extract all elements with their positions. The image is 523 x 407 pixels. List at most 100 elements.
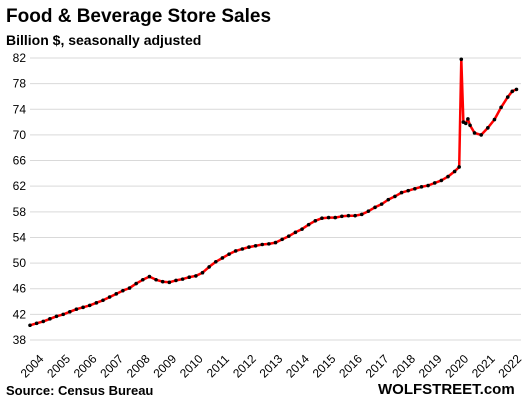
data-point bbox=[333, 215, 338, 220]
data-point bbox=[147, 274, 152, 279]
data-point bbox=[466, 117, 470, 121]
data-point bbox=[486, 126, 490, 130]
y-tick-label: 82 bbox=[13, 51, 27, 65]
x-tick-label: 2004 bbox=[18, 352, 47, 381]
data-point bbox=[94, 301, 99, 305]
data-point bbox=[300, 227, 304, 231]
x-tick-label: 2013 bbox=[257, 352, 286, 381]
data-point bbox=[140, 277, 145, 282]
data-point bbox=[160, 279, 165, 284]
data-point bbox=[366, 209, 371, 213]
x-tick-label: 2017 bbox=[363, 352, 392, 381]
data-point bbox=[439, 178, 444, 183]
x-tick-label: 2008 bbox=[124, 352, 153, 381]
data-point bbox=[505, 95, 510, 99]
data-point bbox=[373, 205, 377, 210]
data-point bbox=[406, 188, 411, 193]
data-point bbox=[452, 169, 457, 174]
data-point bbox=[426, 183, 430, 188]
y-tick-label: 66 bbox=[13, 154, 27, 168]
data-point bbox=[353, 213, 357, 218]
y-tick-label: 38 bbox=[13, 333, 27, 347]
y-tick-label: 50 bbox=[13, 256, 27, 270]
data-point bbox=[200, 270, 205, 275]
gridlines bbox=[30, 57, 521, 341]
series-line bbox=[29, 58, 518, 327]
y-tick-label: 62 bbox=[13, 179, 27, 193]
data-point bbox=[514, 87, 519, 92]
data-point bbox=[320, 216, 324, 221]
data-point bbox=[227, 252, 231, 256]
data-point bbox=[280, 237, 284, 242]
data-point bbox=[233, 249, 238, 253]
data-point bbox=[187, 275, 192, 279]
data-point bbox=[457, 165, 461, 169]
data-point bbox=[479, 133, 483, 137]
data-point bbox=[180, 277, 185, 281]
data-point bbox=[260, 242, 265, 247]
x-tick-label: 2009 bbox=[150, 352, 179, 381]
data-point bbox=[492, 117, 497, 122]
data-point bbox=[346, 213, 351, 218]
y-tick-label: 54 bbox=[13, 230, 27, 244]
x-tick-label: 2022 bbox=[495, 352, 523, 381]
x-tick-label: 2006 bbox=[71, 352, 100, 381]
data-point bbox=[313, 218, 318, 223]
y-tick-label: 46 bbox=[13, 282, 27, 296]
data-point bbox=[499, 105, 503, 110]
x-tick-label: 2015 bbox=[310, 352, 339, 381]
data-point bbox=[386, 197, 391, 202]
data-point bbox=[393, 194, 397, 199]
y-tick-label: 70 bbox=[13, 128, 27, 142]
x-tick-label: 2011 bbox=[204, 352, 232, 380]
data-point bbox=[134, 281, 138, 286]
data-point bbox=[267, 242, 271, 246]
chart-subtitle: Billion $, seasonally adjusted bbox=[6, 32, 202, 48]
data-point bbox=[510, 89, 515, 94]
x-tick-label: 2020 bbox=[442, 352, 471, 381]
x-tick-label: 2014 bbox=[283, 352, 312, 381]
data-point bbox=[220, 256, 225, 260]
x-tick-label: 2007 bbox=[97, 352, 126, 381]
data-point bbox=[326, 215, 331, 220]
x-axis-ticks: 2004200520062007200820092010201120122013… bbox=[18, 352, 523, 381]
data-point bbox=[459, 57, 464, 62]
data-point bbox=[432, 181, 437, 185]
data-point bbox=[48, 317, 52, 321]
data-point bbox=[213, 260, 218, 264]
x-tick-label: 2016 bbox=[336, 352, 365, 381]
data-point bbox=[306, 222, 311, 227]
data-point bbox=[121, 288, 125, 293]
x-tick-label: 2019 bbox=[416, 352, 445, 381]
data-point bbox=[174, 278, 178, 283]
data-point bbox=[247, 245, 251, 249]
data-point bbox=[253, 243, 258, 248]
data-point bbox=[41, 319, 46, 324]
data-point bbox=[127, 286, 132, 290]
data-point bbox=[61, 312, 65, 317]
y-tick-label: 74 bbox=[13, 102, 27, 116]
data-point bbox=[114, 292, 119, 296]
data-point bbox=[463, 121, 468, 126]
data-point bbox=[74, 307, 79, 312]
x-tick-label: 2018 bbox=[389, 352, 418, 381]
data-point bbox=[167, 280, 172, 285]
data-point bbox=[154, 277, 158, 282]
data-series bbox=[28, 57, 519, 328]
data-point bbox=[468, 123, 472, 128]
x-tick-label: 2012 bbox=[230, 352, 259, 381]
data-point bbox=[293, 230, 298, 235]
data-point bbox=[34, 321, 39, 326]
x-tick-label: 2010 bbox=[177, 352, 206, 381]
data-point bbox=[472, 131, 477, 135]
y-tick-label: 42 bbox=[13, 307, 27, 321]
data-point bbox=[286, 234, 291, 238]
y-tick-label: 58 bbox=[13, 205, 27, 219]
data-point bbox=[399, 190, 404, 195]
data-point bbox=[28, 323, 32, 328]
data-point bbox=[240, 247, 245, 251]
y-tick-label: 78 bbox=[13, 77, 27, 91]
data-point bbox=[413, 186, 417, 191]
data-point bbox=[68, 310, 72, 314]
